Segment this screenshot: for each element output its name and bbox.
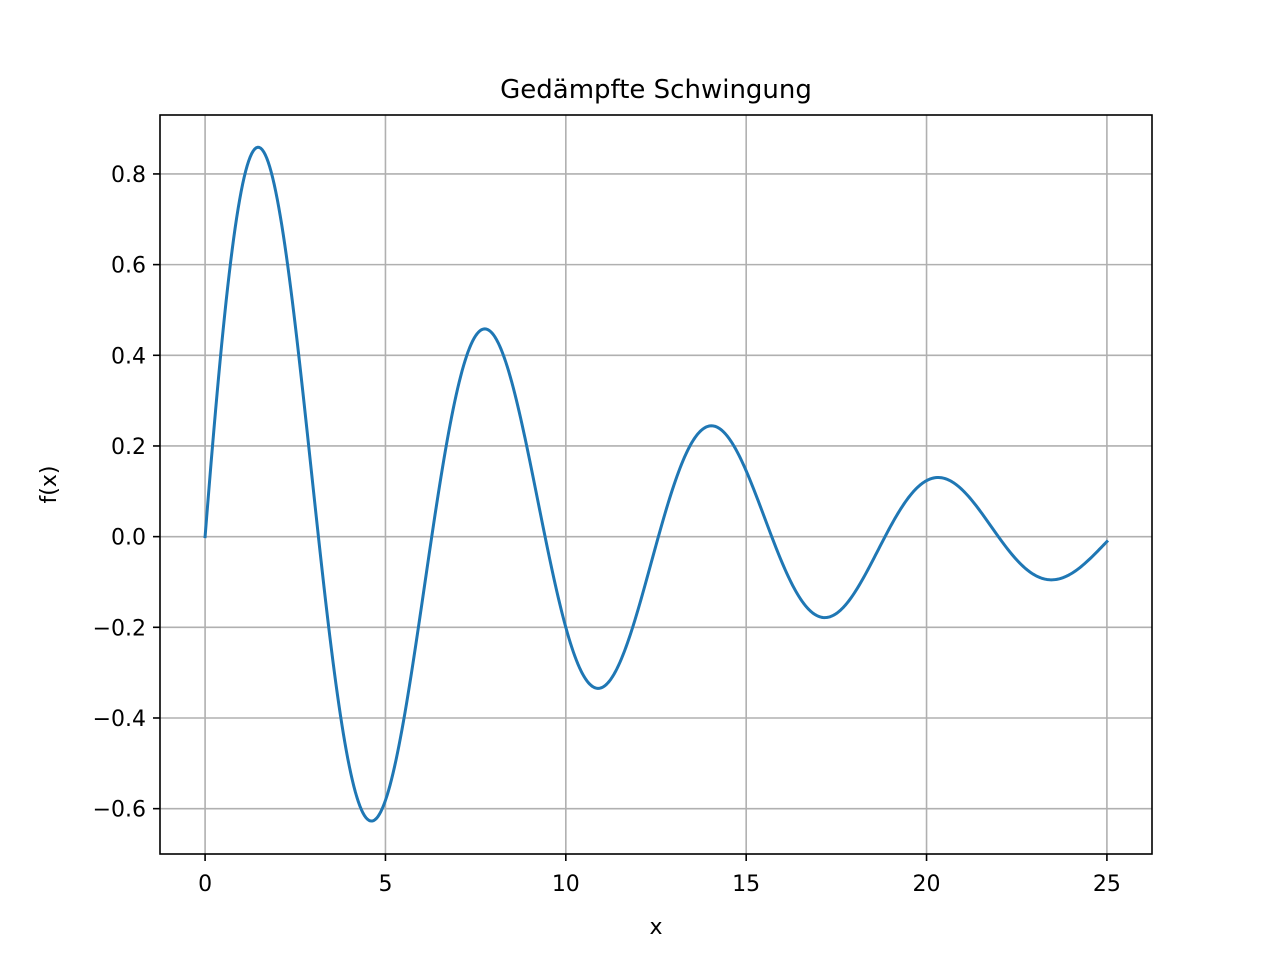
y-tick-label: 0.6 — [111, 254, 146, 279]
axes-frame — [159, 114, 1153, 855]
x-tick-label: 15 — [732, 872, 760, 897]
x-tick-label: 25 — [1093, 872, 1121, 897]
y-tick-label: 0.0 — [111, 526, 146, 551]
y-axis-label: f(x) — [37, 466, 62, 504]
y-tick-label: −0.6 — [93, 798, 146, 823]
grid — [160, 115, 1152, 854]
x-tick-label: 10 — [552, 872, 580, 897]
series-line — [203, 145, 1110, 823]
y-tick-label: 0.2 — [111, 435, 146, 460]
x-tick-label: 20 — [913, 872, 941, 897]
y-tick-label: 0.4 — [111, 344, 146, 369]
y-tick-label: −0.4 — [93, 707, 146, 732]
chart-title: Gedämpfte Schwingung — [500, 75, 812, 105]
x-tick-label: 5 — [378, 872, 392, 897]
ticks: 0 5 10 15 20 25 −0.6 −0.4 −0.2 0.0 0.2 0.4 0.6 0.8 — [93, 163, 1121, 897]
plot-area — [203, 145, 1110, 823]
y-tick-label: −0.2 — [93, 616, 146, 641]
x-axis-label: x — [649, 915, 662, 940]
y-tick-label: 0.8 — [111, 163, 146, 188]
x-tick-label: 0 — [198, 872, 212, 897]
